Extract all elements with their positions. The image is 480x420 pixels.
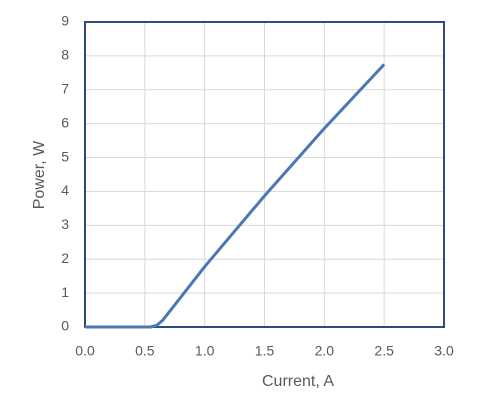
y-tick-label: 6 (61, 114, 69, 130)
y-tick-label: 0 (61, 318, 69, 334)
x-axis-label: Current, A (262, 373, 334, 390)
x-tick-label: 2.0 (315, 343, 335, 359)
x-tick-label: 0.5 (135, 343, 155, 359)
y-tick-label: 8 (61, 47, 69, 63)
x-tick-label: 2.5 (374, 343, 394, 359)
y-tick-label: 7 (61, 80, 69, 96)
y-tick-label: 5 (61, 148, 69, 164)
y-tick-label: 9 (61, 13, 69, 29)
x-tick-label: 1.0 (195, 343, 215, 359)
x-tick-label: 1.5 (255, 343, 275, 359)
y-tick-label: 4 (61, 182, 69, 198)
x-tick-label: 3.0 (434, 343, 454, 359)
y-tick-label: 1 (61, 284, 69, 300)
y-axis-label: Power, W (31, 140, 48, 209)
x-tick-label: 0.0 (75, 343, 95, 359)
plot-frame (84, 21, 445, 328)
data-line (85, 63, 386, 329)
y-tick-label: 2 (61, 250, 69, 266)
y-tick-label: 3 (61, 216, 69, 232)
